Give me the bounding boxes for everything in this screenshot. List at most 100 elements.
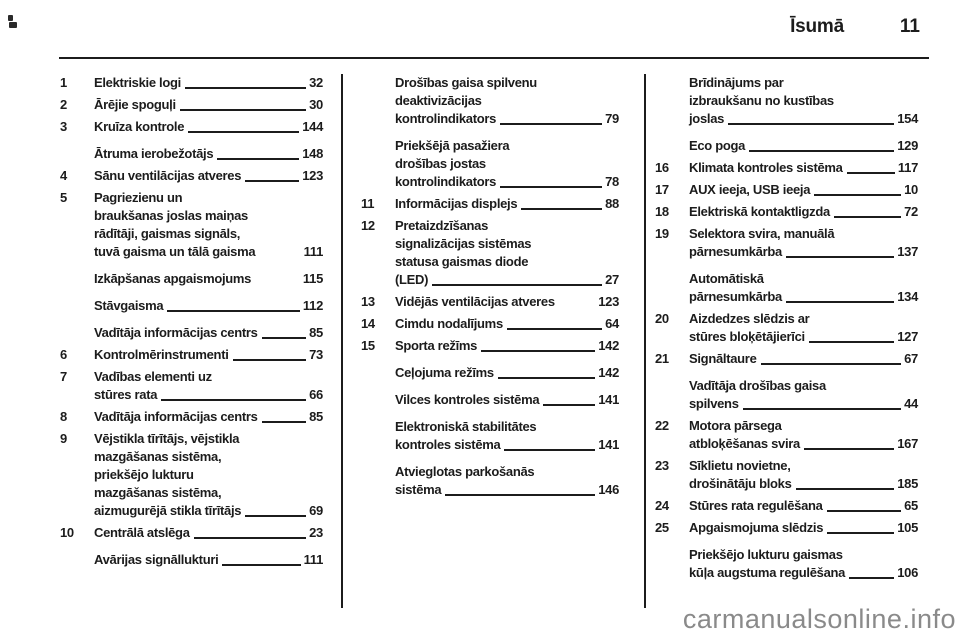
entry-title-line: Centrālā atslēga 23: [94, 524, 323, 542]
entry-number: 2: [60, 97, 67, 112]
entry-number: 8: [60, 409, 67, 424]
entry-title-line: Motora pārsega: [689, 418, 782, 433]
entry-page-number: 79: [605, 111, 619, 126]
entry-title-line: rādītāji, gaismas signāls,: [94, 226, 241, 241]
dot-leader: [193, 537, 307, 539]
toc-entry: 23 Sīklietu novietne, drošinātāju bloks 185: [655, 457, 918, 493]
entry-title-line: Izkāpšanas apgaismojums 115: [94, 270, 323, 288]
entry-number: 10: [60, 525, 74, 540]
column-divider: [644, 74, 646, 608]
dot-leader: [167, 310, 300, 312]
dot-leader: [261, 337, 307, 339]
entry-title-line: braukšanas joslas maiņas: [94, 208, 248, 223]
toc-entry: 4 Sānu ventilācijas atveres 123: [60, 167, 323, 185]
entry-body: Ātruma ierobežotājs 148: [94, 145, 323, 163]
toc-entry: Eco poga 129: [655, 137, 918, 155]
entry-page-number: 10: [904, 182, 918, 197]
entry-page-number: 123: [302, 168, 323, 183]
entry-title-text: Ceļojuma režīms: [395, 365, 494, 380]
entry-page-number: 111: [303, 244, 324, 259]
entry-number: 13: [361, 294, 375, 309]
entry-title-text: Elektriskā kontaktligzda: [689, 204, 830, 219]
dot-leader: [521, 208, 603, 210]
toc-entry: 10 Centrālā atslēga 23: [60, 524, 323, 542]
entry-title-line: Elektriskā kontaktligzda 72: [689, 203, 918, 221]
entry-title-line: Cimdu nodalījums 64: [395, 315, 619, 333]
entry-title-line: atbloķēšanas svira 167: [689, 435, 918, 453]
entry-body: Centrālā atslēga 23: [94, 524, 323, 542]
dot-leader: [432, 284, 603, 286]
entry-title-line: (LED) 27: [395, 271, 619, 289]
toc-entry: 18 Elektriskā kontaktligzda 72: [655, 203, 918, 221]
entry-body: Drošības gaisa spilvenu deaktivizācijas ko…: [395, 74, 619, 128]
entry-page-number: 66: [309, 387, 323, 402]
chapter-title: Īsumā: [790, 16, 844, 37]
entry-body: Atvieglotas parkošanās sistēma 146: [395, 463, 619, 499]
toc-entry: 9 Vējstikla tīrītājs, vējstikla mazgāšanas…: [60, 430, 323, 520]
entry-title-line: Vadītāja drošības gaisa: [689, 378, 826, 393]
entry-title-line: drošības jostas: [395, 156, 486, 171]
toc-entry: Avārijas signāllukturi 111: [60, 551, 323, 569]
entry-page-number: 32: [309, 75, 323, 90]
entry-body: Vadītāja drošības gaisa spilvens 44: [689, 377, 918, 413]
entry-number: 24: [655, 498, 669, 513]
toc-entry: 25 Apgaismojuma slēdzis 105: [655, 519, 918, 537]
dot-leader: [481, 350, 596, 352]
entry-body: Avārijas signāllukturi 111: [94, 551, 323, 569]
entry-page-number: 78: [605, 174, 619, 189]
entry-title-text: Ārējie spoguļi: [94, 97, 176, 112]
entry-body: Pretaizdzīšanas signalizācijas sistēmas st…: [395, 217, 619, 289]
entry-title-line: Priekšējo lukturu gaismas: [689, 547, 843, 562]
dot-leader: [445, 494, 596, 496]
toc-entry: 1 Elektriskie logi 32: [60, 74, 323, 92]
column-divider: [341, 74, 343, 608]
entry-page-number: 148: [302, 146, 323, 161]
entry-body: AUX ieeja, USB ieeja 10: [689, 181, 918, 199]
dot-leader: [245, 180, 300, 182]
entry-body: Informācijas displejs 88: [395, 195, 619, 213]
toc-entry: Priekšējā pasažiera drošības jostas kontro…: [361, 137, 619, 191]
entry-title-text: Vilces kontroles sistēma: [395, 392, 540, 407]
entry-title-text: Sporta režīms: [395, 338, 478, 353]
entry-title-line: Elektroniskā stabilitātes: [395, 419, 537, 434]
entry-title-line: Vidējās ventilācijas atveres 123: [395, 293, 619, 311]
entry-title-text: tuvā gaisma un tālā gaisma: [94, 244, 256, 259]
entry-title-text: kūļa augstuma regulēšana: [689, 565, 846, 580]
entry-page-number: 129: [897, 138, 918, 153]
entry-number: 11: [361, 196, 375, 211]
entry-number: 23: [655, 458, 669, 473]
entry-body: Sporta režīms 142: [395, 337, 619, 355]
entry-title-text: spilvens: [689, 396, 739, 411]
entry-title-line: drošinātāju bloks 185: [689, 475, 918, 493]
entry-body: Vidējās ventilācijas atveres 123: [395, 293, 619, 311]
entry-title-line: Pretaizdzīšanas: [395, 218, 489, 233]
entry-title-line: Vējstikla tīrītājs, vējstikla: [94, 431, 240, 446]
entry-page-number: 142: [598, 365, 619, 380]
entry-body: Elektriskie logi 32: [94, 74, 323, 92]
entry-page-number: 115: [302, 271, 323, 286]
toc-entry: 17 AUX ieeja, USB ieeja 10: [655, 181, 918, 199]
entry-title-text: aizmugurējā stikla tīrītājs: [94, 503, 242, 518]
entry-page-number: 117: [897, 160, 918, 175]
dot-leader: [728, 123, 895, 125]
toc-entry: 6 Kontrolmērinstrumenti 73: [60, 346, 323, 364]
dot-leader: [795, 488, 895, 490]
entry-page-number: 134: [897, 289, 918, 304]
entry-number: 18: [655, 204, 669, 219]
entry-body: Elektroniskā stabilitātes kontroles sistē…: [395, 418, 619, 454]
entry-title-text: Elektriskie logi: [94, 75, 181, 90]
toc-entry: 13 Vidējās ventilācijas atveres 123: [361, 293, 619, 311]
toc-entry: 8 Vadītāja informācijas centrs 85: [60, 408, 323, 426]
entry-title-line: kontroles sistēma 141: [395, 436, 619, 454]
toc-entry: Vadītāja drošības gaisa spilvens 44: [655, 377, 918, 413]
entry-number: 17: [655, 182, 669, 197]
entry-page-number: 167: [897, 436, 918, 451]
entry-body: Sānu ventilācijas atveres 123: [94, 167, 323, 185]
dot-leader: [245, 515, 307, 517]
entry-title-line: kontrolindikators 78: [395, 173, 619, 191]
toc-entry: 22 Motora pārsega atbloķēšanas svira 167: [655, 417, 918, 453]
entry-title-text: Vadītāja informācijas centrs: [94, 325, 258, 340]
entry-title-line: joslas 154: [689, 110, 918, 128]
toc-entry: Ceļojuma režīms 142: [361, 364, 619, 382]
entry-title-line: stūres rata 66: [94, 386, 323, 404]
